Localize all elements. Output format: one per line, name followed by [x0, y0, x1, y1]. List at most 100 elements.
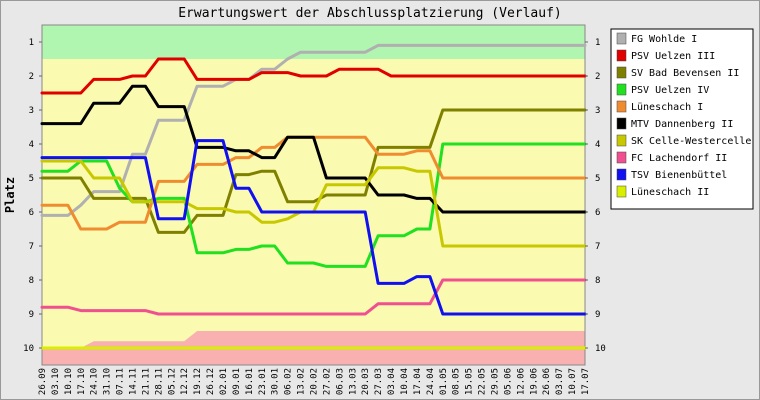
x-tick-label: 06.03: [335, 368, 345, 395]
x-tick-label: 08.05: [452, 368, 462, 395]
y-tick-left: 8: [29, 276, 34, 286]
legend-swatch: [616, 117, 627, 130]
legend-label: MTV Dannenberg II: [631, 119, 733, 130]
series-lines: [40, 43, 587, 350]
y-tick-right: 6: [595, 208, 600, 218]
y-tick-left: 10: [23, 344, 34, 354]
x-tick-label: 09.01: [232, 368, 242, 395]
x-tick-label: 26.06: [542, 368, 552, 395]
y-tick-right: 9: [595, 310, 600, 320]
x-tick-label: 03.10: [51, 368, 61, 395]
y-tick-right: 7: [595, 242, 600, 252]
y-tick-right: 3: [595, 106, 600, 116]
x-tick-label: 19.06: [529, 368, 539, 395]
x-tick-label: 24.10: [90, 368, 100, 395]
x-tick-label: 10.10: [64, 368, 74, 395]
legend-label: FG Wohlde I: [631, 34, 697, 45]
x-tick-label: 07.11: [116, 368, 126, 395]
y-ticks-right: 1 2 3 4 5 6 7 8 9 10: [585, 38, 606, 354]
x-tick-label: 16.01: [245, 368, 255, 395]
x-tick-label: 12.06: [516, 368, 526, 395]
y-tick-right: 1: [595, 38, 600, 48]
x-tick-label: 10.07: [568, 368, 578, 395]
legend-swatch: [616, 134, 627, 147]
x-tick-label: 15.05: [465, 368, 475, 395]
y-tick-right: 10: [595, 344, 606, 354]
x-tick-label: 17.07: [581, 368, 591, 395]
x-tick-label: 28.11: [154, 368, 164, 395]
series-line-0: [40, 43, 587, 217]
x-tick-label: 03.07: [555, 368, 565, 395]
x-tick-label: 29.05: [491, 368, 501, 395]
legend-swatch: [616, 32, 627, 45]
y-tick-left: 2: [29, 72, 34, 82]
legend-swatch: [616, 151, 627, 164]
legend-swatch: [616, 66, 627, 79]
legend-label: Lüneschach I: [631, 102, 703, 113]
legend-label: Lüneschach II: [631, 187, 709, 198]
legend-swatch: [616, 168, 627, 181]
y-tick-left: 7: [29, 242, 34, 252]
y-tick-left: 5: [29, 174, 34, 184]
y-axis-label: Platz: [3, 177, 17, 213]
y-tick-left: 3: [29, 106, 34, 116]
y-tick-right: 2: [595, 72, 600, 82]
x-tick-label: 05.12: [167, 368, 177, 395]
y-tick-left: 1: [29, 38, 34, 48]
x-tick-label: 01.05: [439, 368, 449, 395]
x-tick-label: 10.04: [400, 368, 410, 395]
x-tick-label: 26.12: [206, 368, 216, 395]
legend-label: SV Bad Bevensen II: [631, 68, 739, 79]
series-line-5: [40, 84, 587, 214]
x-tick-label: 12.12: [180, 368, 190, 395]
x-tick-label: 20.02: [310, 368, 320, 395]
x-tick-label: 22.05: [478, 368, 488, 395]
legend-swatch: [616, 49, 627, 62]
x-tick-label: 27.02: [322, 368, 332, 395]
legend-label: PSV Uelzen IV: [631, 85, 709, 96]
series-line-7: [40, 278, 587, 316]
band-green: [42, 25, 585, 59]
x-tick-label: 19.12: [193, 368, 203, 395]
legend-box: [610, 28, 754, 210]
series-line-2: [40, 108, 587, 234]
y-tick-right: 4: [595, 140, 600, 150]
y-tick-right: 8: [595, 276, 600, 286]
legend: FG Wohlde I PSV Uelzen III SV Bad Bevensen…: [610, 28, 754, 210]
x-ticks: 26.09 03.10 10.10 17.10 24.10 31.10 07.11 14.11…: [38, 368, 591, 395]
x-tick-label: 21.11: [141, 368, 151, 395]
legend-swatch: [616, 185, 627, 198]
x-tick-label: 23.01: [258, 368, 268, 395]
series-line-1: [40, 57, 587, 95]
y-tick-left: 6: [29, 208, 34, 218]
x-tick-label: 06.02: [284, 368, 294, 395]
x-tick-label: 17.10: [77, 368, 87, 395]
x-tick-label: 31.10: [103, 368, 113, 395]
x-tick-label: 05.06: [503, 368, 513, 395]
x-tick-label: 24.04: [426, 368, 436, 395]
x-tick-label: 20.03: [361, 368, 371, 395]
x-tick-label: 17.04: [413, 368, 423, 395]
y-tick-left: 4: [29, 140, 34, 150]
x-tick-label: 14.11: [129, 368, 139, 395]
plot-background: [41, 24, 586, 366]
x-tick-label: 13.03: [348, 368, 358, 395]
x-tick-label: 02.01: [219, 368, 229, 395]
x-tick-label: 13.02: [297, 368, 307, 395]
legend-swatch: [616, 83, 627, 96]
y-ticks-left: 1 2 3 4 5 6 7 8 9 10: [23, 38, 42, 354]
legend-label: TSV Bienenbüttel: [631, 170, 727, 181]
x-tick-label: 27.03: [374, 368, 384, 395]
legend-label: FC Lachendorf II: [631, 153, 727, 164]
x-tick-label: 03.04: [387, 368, 397, 395]
legend-label: PSV Uelzen III: [631, 51, 715, 62]
band-yellow: [42, 25, 585, 365]
x-tick-label: 30.01: [271, 368, 281, 395]
y-tick-right: 5: [595, 174, 600, 184]
series-line-8: [40, 139, 587, 316]
legend-swatch: [616, 100, 627, 113]
x-tick-label: 26.09: [38, 368, 48, 395]
chart-title: Erwartungswert der Abschlussplatzierung …: [178, 6, 562, 21]
legend-label: SK Celle-Westercelle: [631, 136, 751, 147]
